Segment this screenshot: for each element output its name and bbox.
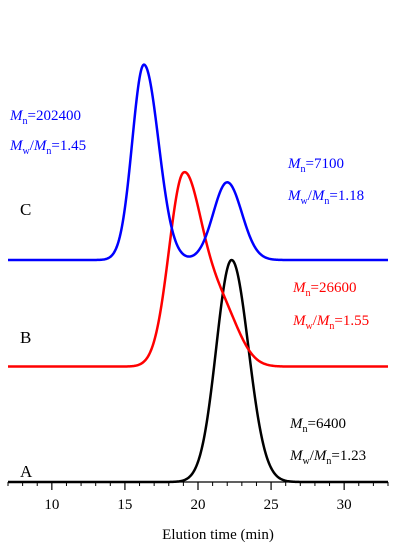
annotation-c-left: Mn=202400 Mw/Mn=1.45 xyxy=(9,108,86,157)
curve-c xyxy=(8,63,388,262)
curve-letter-b: B xyxy=(20,328,31,347)
x-axis-ticks: 10 15 20 25 30 xyxy=(7,482,389,513)
x-tick-label-30: 30 xyxy=(337,497,352,513)
annotation-c-left-mn: Mn=202400 xyxy=(9,108,81,127)
annotation-a: Mn=6400 Mw/Mn=1.23 xyxy=(289,416,366,467)
curve-letter-a: A xyxy=(20,462,33,481)
annotation-a-ratio: Mw/Mn=1.23 xyxy=(289,448,366,467)
annotation-a-mn: Mn=6400 xyxy=(289,416,346,435)
annotation-b-mn: Mn=26600 xyxy=(292,280,356,299)
curve-letter-c: C xyxy=(20,200,31,219)
annotation-b-ratio: Mw/Mn=1.55 xyxy=(292,313,369,332)
annotation-b: Mn=26600 Mw/Mn=1.55 xyxy=(292,280,369,332)
annotation-c-right: Mn=7100 Mw/Mn=1.18 xyxy=(287,156,364,207)
annotation-c-right-ratio: Mw/Mn=1.18 xyxy=(287,188,364,207)
x-tick-label-25: 25 xyxy=(264,497,279,513)
annotation-c-right-mn: Mn=7100 xyxy=(287,156,344,175)
x-tick-label-20: 20 xyxy=(191,497,206,513)
curve-b xyxy=(8,170,388,368)
x-axis-title: Elution time (min) xyxy=(162,527,274,543)
annotation-c-left-ratio: Mw/Mn=1.45 xyxy=(9,138,86,157)
x-tick-label-15: 15 xyxy=(117,497,132,513)
x-tick-label-10: 10 xyxy=(44,497,59,513)
x-axis: 10 15 20 25 30 Elution time (min) xyxy=(7,481,389,543)
